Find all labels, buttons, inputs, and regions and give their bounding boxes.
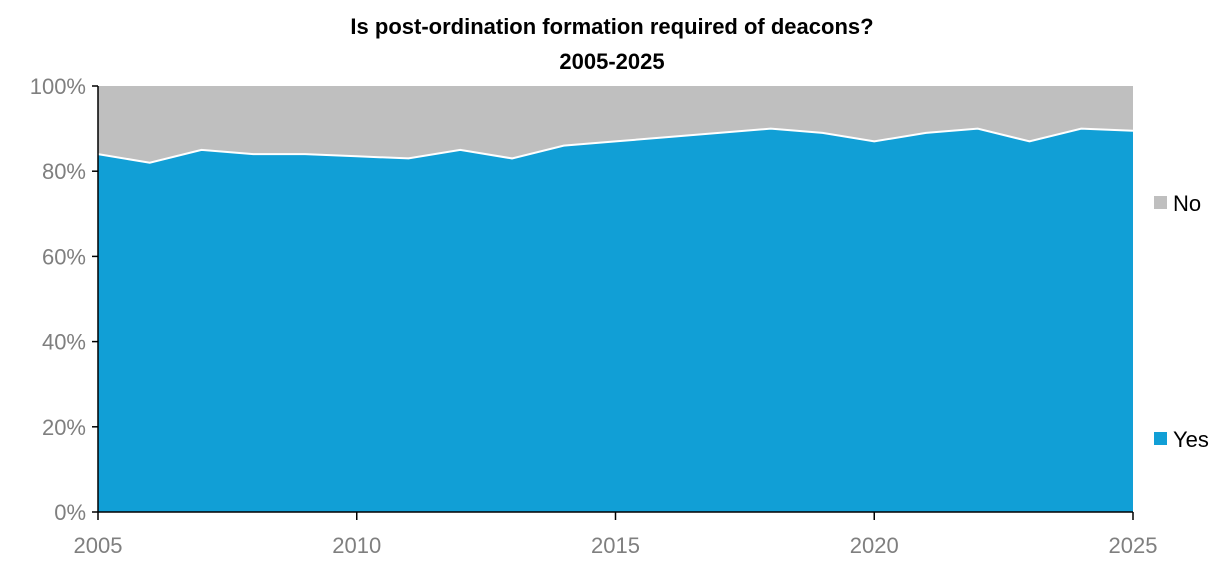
x-tick-label: 2015 (591, 533, 640, 558)
x-axis-ticks: 2005 2010 2015 2020 2025 (74, 512, 1158, 558)
area-series-no (98, 86, 1133, 163)
legend-label-no: No (1173, 191, 1201, 216)
area-series-yes (98, 128, 1133, 512)
y-axis-ticks: 0% 20% 40% 60% 80% 100% (30, 74, 98, 525)
x-tick-label: 2025 (1109, 533, 1158, 558)
y-tick-label: 40% (42, 330, 86, 355)
series-boundary-line (97, 127, 1134, 164)
plot-areas (97, 86, 1134, 512)
x-tick-label: 2010 (332, 533, 381, 558)
legend: No Yes (1154, 191, 1209, 452)
legend-label-yes: Yes (1173, 427, 1209, 452)
legend-swatch-yes (1154, 432, 1167, 445)
y-tick-label: 100% (30, 74, 86, 99)
y-tick-label: 60% (42, 244, 86, 269)
chart-subtitle: 2005-2025 (559, 49, 664, 74)
chart-title: Is post-ordination formation required of… (350, 14, 873, 39)
x-tick-label: 2005 (74, 533, 123, 558)
x-tick-label: 2020 (850, 533, 899, 558)
legend-swatch-no (1154, 196, 1167, 209)
y-tick-label: 80% (42, 159, 86, 184)
y-tick-label: 20% (42, 415, 86, 440)
y-tick-label: 0% (54, 500, 86, 525)
